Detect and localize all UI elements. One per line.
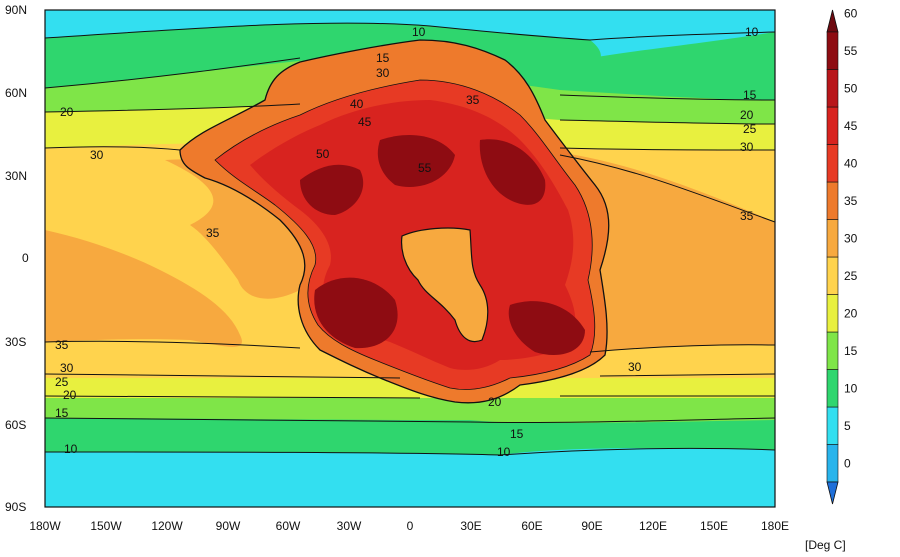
contour-label: 10 [64, 442, 78, 456]
colorbar-tick-label: 20 [844, 306, 858, 320]
colorbar-tick-label: 50 [844, 81, 858, 95]
colorbar-tick-label: 45 [844, 119, 858, 133]
contour-label: 30 [60, 361, 74, 375]
contour-label: 30 [628, 360, 642, 374]
contour-label: 25 [55, 375, 69, 389]
x-tick-label: 30E [460, 519, 481, 533]
region-hottest-southwest [314, 277, 398, 349]
colorbar-tick-label: 5 [844, 419, 851, 433]
contour-label: 55 [418, 161, 432, 175]
x-tick-label: 120E [639, 519, 667, 533]
colorbar-tick-label: 60 [844, 6, 858, 20]
x-tick-label: 150W [90, 519, 122, 533]
colorbar-swatch [826, 219, 839, 258]
colorbar-swatch [826, 106, 839, 145]
colorbar-tick-label: 0 [844, 456, 851, 470]
y-tick-label: 90S [5, 500, 26, 514]
region-hottest-southeast [508, 301, 585, 356]
inland-sea [400, 227, 489, 343]
colorbar-swatch [826, 331, 839, 370]
contour-label: 20 [488, 395, 502, 409]
colorbar-units-label: [Deg C] [805, 538, 846, 552]
x-tick-label: 150E [700, 519, 728, 533]
x-tick-label: 90E [581, 519, 602, 533]
contour-label: 35 [55, 338, 69, 352]
contour-label: 15 [743, 88, 757, 102]
colorbar-swatch [826, 69, 839, 108]
contour-label: 10 [745, 25, 759, 39]
y-tick-label: 90N [5, 3, 27, 17]
contour-label: 40 [350, 97, 364, 111]
contour-lines [45, 22, 775, 456]
x-tick-label: 0 [407, 519, 414, 533]
region-hottest-west [300, 164, 364, 215]
y-tick-label: 30N [5, 169, 27, 183]
x-axis: 180W 150W 120W 90W 60W 30W 0 30E 60E 90E… [29, 519, 789, 533]
contour-label: 50 [316, 147, 330, 161]
colorbar-tick-label: 30 [844, 231, 858, 245]
contour-label: 30 [376, 66, 390, 80]
x-tick-label: 180E [761, 519, 789, 533]
contour-label: 35 [740, 209, 754, 223]
colorbar-max-triangle [826, 9, 839, 33]
contour-label: 10 [412, 25, 426, 39]
colorbar-swatch [826, 294, 839, 333]
contour-label: 30 [740, 140, 754, 154]
y-tick-label: 60S [5, 418, 26, 432]
band-south-cyan [45, 452, 775, 507]
contour-label: 25 [743, 122, 757, 136]
band-south-green [45, 418, 775, 455]
contour-label: 35 [206, 226, 220, 240]
x-tick-label: 180W [29, 519, 61, 533]
contour-label: 15 [510, 427, 524, 441]
map-frame [44, 9, 776, 508]
colorbar-swatch [826, 406, 839, 445]
x-tick-label: 60W [276, 519, 301, 533]
colorbar-tick-label: 35 [844, 194, 858, 208]
colorbar-swatch [826, 369, 839, 408]
y-tick-label: 30S [5, 335, 26, 349]
contour-label: 15 [55, 406, 69, 420]
x-tick-label: 30W [337, 519, 362, 533]
colorbar-tick-label: 10 [844, 381, 858, 395]
contour-label: 30 [90, 148, 104, 162]
contour-label: 20 [63, 388, 77, 402]
x-tick-label: 90W [216, 519, 241, 533]
contour-label: 10 [497, 445, 511, 459]
y-tick-label: 60N [5, 86, 27, 100]
colorbar-tick-label: 40 [844, 156, 858, 170]
colorbar-swatch [826, 144, 839, 183]
colorbar-tick-label: 25 [844, 269, 858, 283]
region-west-orange [45, 230, 242, 347]
colorbar-swatch [826, 444, 839, 483]
colorbar-min-triangle [826, 481, 839, 505]
region-hottest-north [377, 135, 455, 187]
colorbar-swatch [826, 256, 839, 295]
region-hottest-east [479, 139, 546, 205]
colorbar-tick-label: 15 [844, 344, 858, 358]
y-axis: 90N 60N 30N 0 30S 60S 90S [5, 3, 29, 514]
contour-label: 45 [358, 115, 372, 129]
map-panel [45, 10, 775, 507]
x-tick-label: 60E [521, 519, 542, 533]
colorbar-tick-label: 55 [844, 44, 858, 58]
colorbar-swatch [826, 181, 839, 220]
contour-labels: 10 10 15 30 40 20 15 20 25 30 30 35 45 5… [55, 25, 759, 459]
contour-label: 15 [376, 51, 390, 65]
colorbar: 0 5 10 15 20 25 30 35 40 45 50 55 60 [826, 6, 858, 505]
x-tick-label: 120W [151, 519, 183, 533]
colorbar-swatch [826, 31, 839, 70]
contour-label: 20 [740, 108, 754, 122]
contour-label: 35 [466, 93, 480, 107]
y-tick-label: 0 [22, 251, 29, 265]
contour-label: 20 [60, 105, 74, 119]
band-south-lightgreen [45, 396, 775, 424]
